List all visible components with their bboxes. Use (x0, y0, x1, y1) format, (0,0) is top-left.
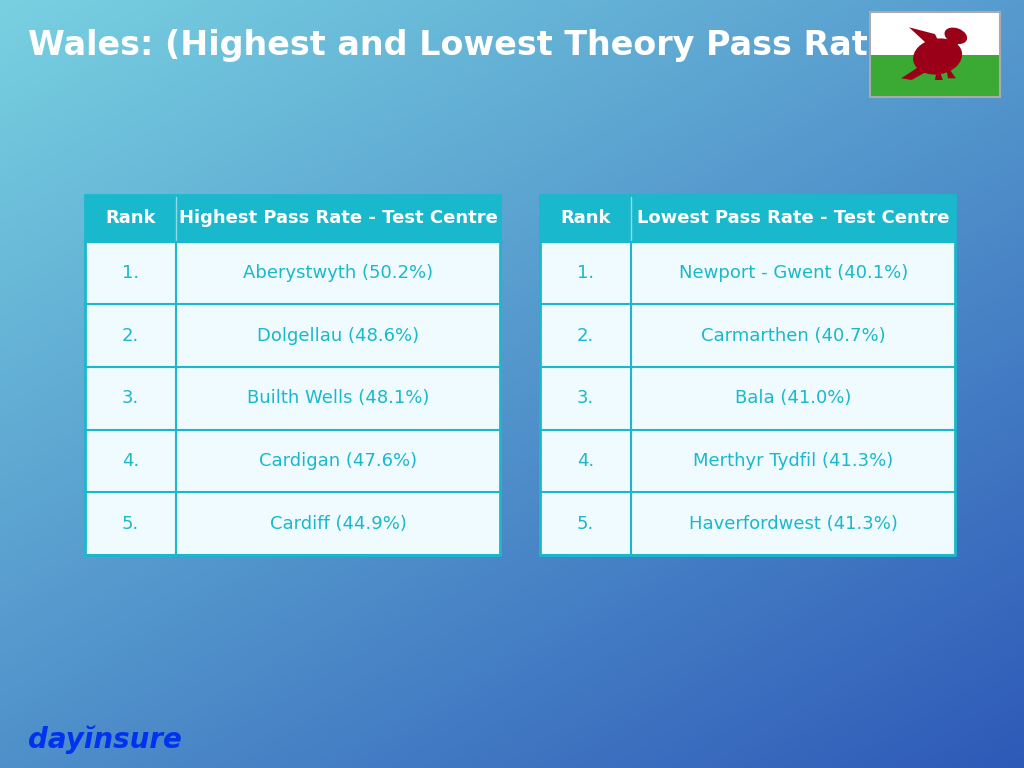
Text: 3.: 3. (122, 389, 139, 407)
Bar (540, 430, 955, 492)
Text: dayĭnsure: dayĭnsure (28, 726, 182, 754)
Text: Builth Wells (48.1%): Builth Wells (48.1%) (247, 389, 429, 407)
Bar (85, 367, 500, 430)
Text: 4.: 4. (122, 452, 139, 470)
Text: Carmarthen (40.7%): Carmarthen (40.7%) (700, 326, 886, 345)
Polygon shape (935, 65, 943, 80)
Bar (85, 430, 500, 492)
Bar (870, 12, 1000, 55)
Text: Rank: Rank (560, 210, 611, 227)
Text: Aberystwyth (50.2%): Aberystwyth (50.2%) (243, 264, 433, 282)
Text: 1.: 1. (578, 264, 594, 282)
Bar (870, 12, 1000, 97)
Ellipse shape (944, 28, 967, 44)
Text: 3.: 3. (578, 389, 594, 407)
Bar (85, 304, 500, 367)
Text: 2.: 2. (578, 326, 594, 345)
Text: Cardiff (44.9%): Cardiff (44.9%) (269, 515, 407, 533)
Text: Merthyr Tydfil (41.3%): Merthyr Tydfil (41.3%) (693, 452, 893, 470)
Bar (540, 195, 955, 242)
Bar (540, 242, 955, 304)
Text: Haverfordwest (41.3%): Haverfordwest (41.3%) (689, 515, 898, 533)
Bar (85, 195, 500, 242)
Polygon shape (945, 63, 955, 78)
Text: Newport - Gwent (40.1%): Newport - Gwent (40.1%) (679, 264, 907, 282)
Text: 5.: 5. (122, 515, 139, 533)
Text: Dolgellau (48.6%): Dolgellau (48.6%) (257, 326, 419, 345)
Bar (870, 55, 1000, 97)
Bar (540, 304, 955, 367)
Text: Wales: (Highest and Lowest Theory Pass Rates): Wales: (Highest and Lowest Theory Pass R… (28, 28, 926, 61)
Bar (540, 492, 955, 555)
Bar (540, 367, 955, 430)
Bar (540, 195, 955, 555)
Text: Rank: Rank (105, 210, 156, 227)
Bar (85, 195, 500, 555)
Text: Bala (41.0%): Bala (41.0%) (735, 389, 851, 407)
Bar (85, 242, 500, 304)
Text: Cardigan (47.6%): Cardigan (47.6%) (259, 452, 417, 470)
Bar (85, 492, 500, 555)
Ellipse shape (913, 38, 963, 74)
Text: Highest Pass Rate - Test Centre: Highest Pass Rate - Test Centre (179, 210, 498, 227)
Text: 5.: 5. (578, 515, 594, 533)
Polygon shape (945, 36, 961, 56)
Text: 2.: 2. (122, 326, 139, 345)
Polygon shape (901, 66, 930, 80)
Text: 1.: 1. (122, 264, 139, 282)
Text: Lowest Pass Rate - Test Centre: Lowest Pass Rate - Test Centre (637, 210, 949, 227)
Polygon shape (909, 28, 943, 50)
Text: 4.: 4. (578, 452, 594, 470)
